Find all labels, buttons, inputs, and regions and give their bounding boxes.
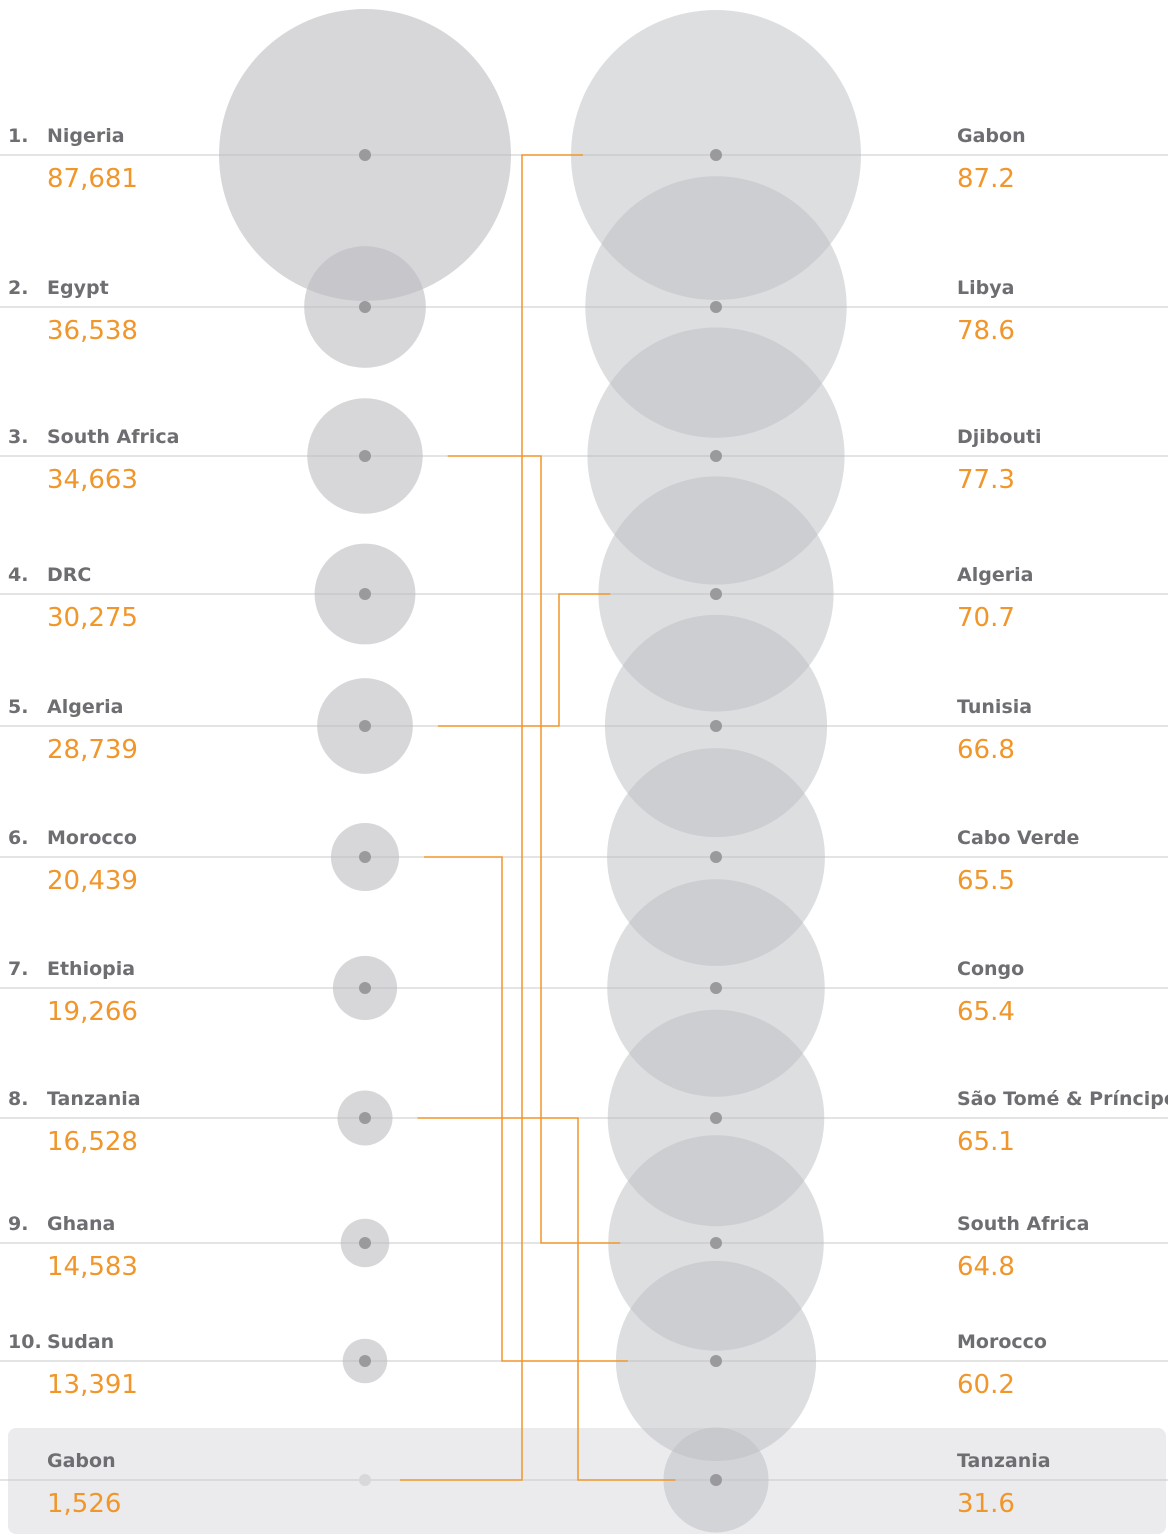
rank: 3. — [8, 426, 28, 448]
left-name: Ghana — [47, 1213, 115, 1235]
right-value: 65.1 — [957, 1127, 1015, 1157]
right-name: Algeria — [957, 564, 1033, 586]
right-value: 77.3 — [957, 465, 1015, 495]
left-name: Morocco — [47, 827, 137, 849]
left-dot — [359, 982, 371, 994]
left-value: 30,275 — [47, 603, 138, 633]
link — [447, 455, 621, 1244]
left-value: 14,583 — [47, 1252, 138, 1282]
right-value: 60.2 — [957, 1370, 1015, 1400]
right-value: 64.8 — [957, 1252, 1015, 1282]
rank: 8. — [8, 1088, 28, 1110]
right-dot — [710, 149, 722, 161]
right-name: South Africa — [957, 1213, 1089, 1235]
left-value: 16,528 — [47, 1127, 138, 1157]
rank: 2. — [8, 277, 28, 299]
rank: 10. — [8, 1331, 42, 1353]
rank: 5. — [8, 696, 28, 718]
link — [400, 154, 583, 1481]
right-name: Morocco — [957, 1331, 1047, 1353]
rank: 4. — [8, 564, 28, 586]
link — [417, 1117, 676, 1481]
rank: 6. — [8, 827, 28, 849]
left-dot — [359, 301, 371, 313]
left-name: Egypt — [47, 277, 109, 299]
right-dot — [710, 450, 722, 462]
right-dot — [710, 1112, 722, 1124]
left-value: 19,266 — [47, 997, 138, 1027]
left-value: 20,439 — [47, 866, 138, 896]
right-dot — [710, 982, 722, 994]
left-dot — [359, 1355, 371, 1367]
rank: 7. — [8, 958, 28, 980]
left-name: Tanzania — [47, 1088, 141, 1110]
left-name: South Africa — [47, 426, 179, 448]
right-dot — [710, 720, 722, 732]
link — [424, 856, 628, 1362]
left-value: 28,739 — [47, 735, 138, 765]
right-dot — [710, 301, 722, 313]
right-dot — [710, 1474, 722, 1486]
left-name: Gabon — [47, 1450, 116, 1472]
left-value: 87,681 — [47, 164, 138, 194]
left-name: Sudan — [47, 1331, 114, 1353]
right-value: 78.6 — [957, 316, 1015, 346]
right-value: 65.4 — [957, 997, 1015, 1027]
left-value: 1,526 — [47, 1489, 121, 1519]
right-name: Congo — [957, 958, 1024, 980]
left-dot — [359, 588, 371, 600]
right-name: Libya — [957, 277, 1014, 299]
left-dot — [359, 1237, 371, 1249]
right-name: Djibouti — [957, 426, 1042, 448]
right-name: Cabo Verde — [957, 827, 1079, 849]
left-value: 13,391 — [47, 1370, 138, 1400]
left-name: DRC — [47, 564, 91, 586]
link — [437, 593, 611, 727]
left-name: Nigeria — [47, 125, 125, 147]
right-value: 31.6 — [957, 1489, 1015, 1519]
rank: 9. — [8, 1213, 28, 1235]
left-value: 34,663 — [47, 465, 138, 495]
left-dot — [359, 1112, 371, 1124]
left-dot — [359, 450, 371, 462]
left-dot — [359, 851, 371, 863]
right-dot — [710, 1355, 722, 1367]
right-name: Gabon — [957, 125, 1026, 147]
left-name: Algeria — [47, 696, 123, 718]
right-value: 66.8 — [957, 735, 1015, 765]
right-value: 65.5 — [957, 866, 1015, 896]
right-value: 70.7 — [957, 603, 1015, 633]
left-value: 36,538 — [47, 316, 138, 346]
right-dot — [710, 588, 722, 600]
right-value: 87.2 — [957, 164, 1015, 194]
right-name: Tanzania — [957, 1450, 1051, 1472]
right-dot — [710, 851, 722, 863]
highlight-band — [8, 1428, 1166, 1534]
right-name: Tunisia — [957, 696, 1032, 718]
left-dot — [359, 1474, 371, 1486]
left-dot — [359, 149, 371, 161]
right-dot — [710, 1237, 722, 1249]
right-name: São Tomé & Príncipe — [957, 1088, 1168, 1110]
rank: 1. — [8, 125, 28, 147]
left-name: Ethiopia — [47, 958, 135, 980]
left-dot — [359, 720, 371, 732]
